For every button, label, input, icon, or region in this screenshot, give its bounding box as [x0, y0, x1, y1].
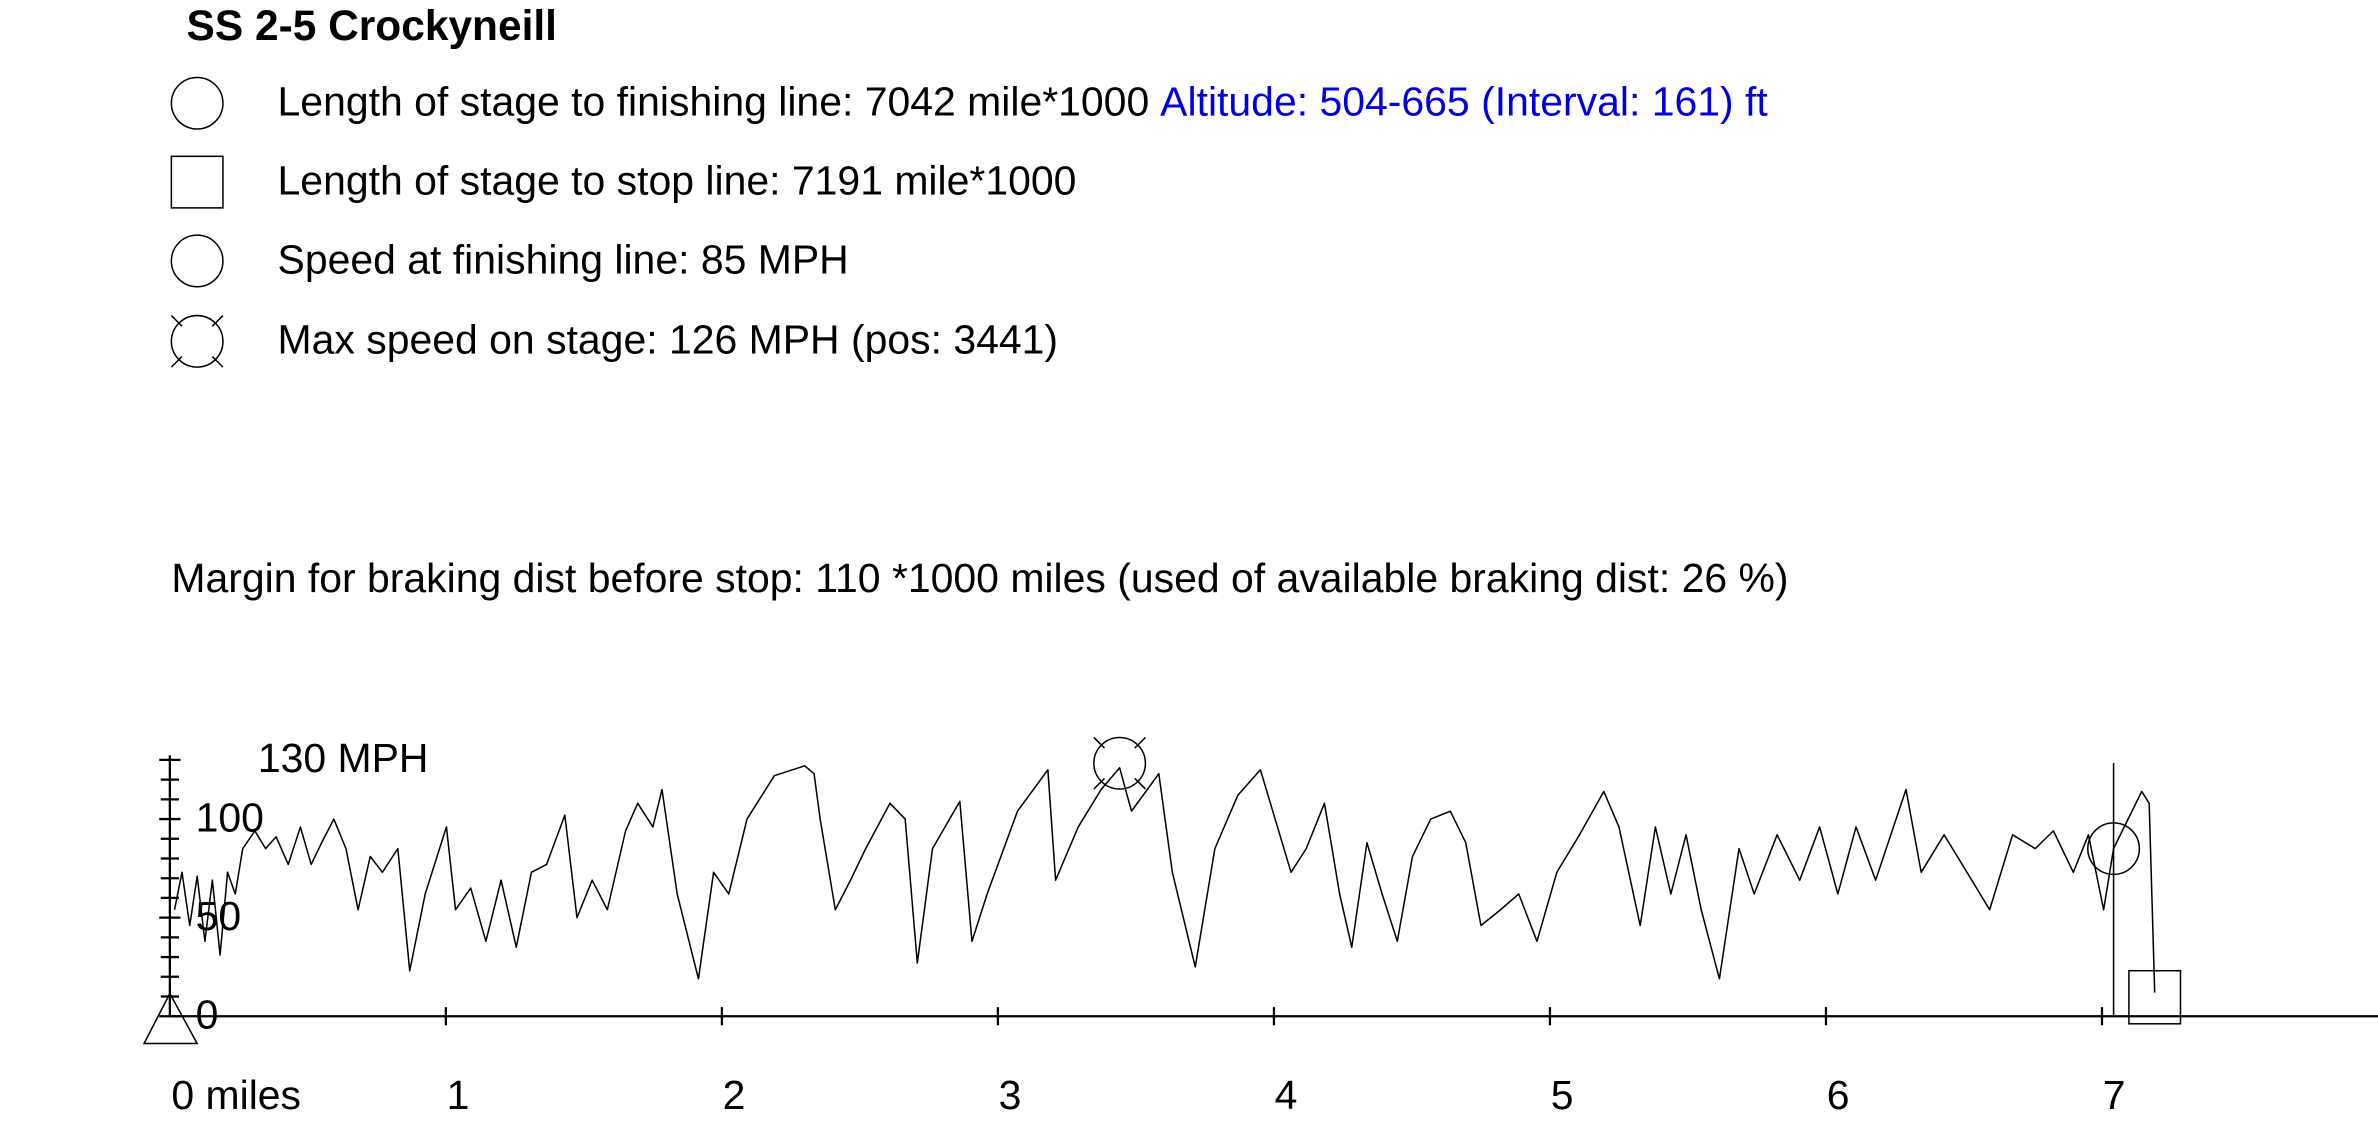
legend-entry: Speed at finishing line: 85 MPH: [278, 236, 849, 282]
y-tick-label: 130 MPH: [258, 735, 429, 781]
legend-icon: [170, 314, 224, 368]
chart-title: SS 2-5 Crockyneill: [187, 2, 557, 49]
margin-note: Margin for braking dist before stop: 110…: [171, 555, 1788, 601]
start-marker: [142, 991, 199, 1045]
x-tick-label: 7: [2103, 1072, 2126, 1118]
finish-marker: [2087, 822, 2141, 876]
legend-icon: [170, 76, 224, 130]
y-tick-label: 100: [196, 794, 264, 840]
speed-line: [173, 765, 2156, 993]
legend-entry: Max speed on stage: 126 MPH (pos: 3441): [278, 317, 1059, 363]
max-marker: [1093, 736, 1147, 790]
x-tick-label: 4: [1275, 1072, 1298, 1118]
max-marker-cross: [1093, 736, 1146, 790]
legend-entry: Length of stage to finishing line: 7042 …: [278, 79, 1150, 125]
x-tick-label: 0 miles: [171, 1072, 301, 1118]
legend-icon: [170, 155, 224, 209]
x-tick-label: 2: [723, 1072, 746, 1118]
label-background: [1160, 72, 2374, 134]
y-tick-label: 0: [196, 992, 219, 1038]
x-tick-label: 5: [1551, 1072, 1574, 1118]
stop-marker: [2128, 969, 2182, 1025]
legend-entry: Length of stage to stop line: 7191 mile*…: [278, 157, 1077, 203]
x-tick-label: 3: [999, 1072, 1022, 1118]
x-tick-label: 6: [1827, 1072, 1850, 1118]
x-tick-label: 1: [447, 1072, 470, 1118]
legend-icon: [170, 234, 224, 288]
altitude-note: Altitude: 504-665 (Interval: 161) ft: [1160, 79, 1768, 125]
